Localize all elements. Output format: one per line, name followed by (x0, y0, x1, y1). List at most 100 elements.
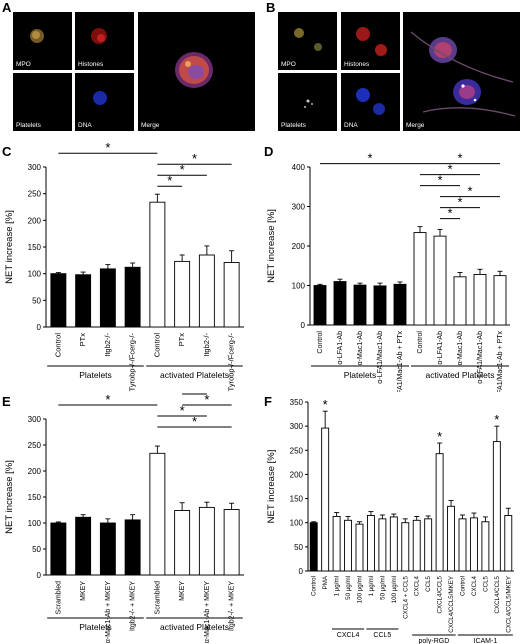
significance-star: * (457, 151, 462, 166)
bar (309, 522, 318, 572)
bar (433, 235, 447, 326)
group-label: CXCL4 (337, 632, 360, 639)
category-label: PTx (78, 333, 87, 347)
bar (393, 283, 407, 326)
category-label: α-LFA1-Ab (337, 331, 344, 365)
bar (99, 268, 116, 328)
category-label: α-Mac1-Ab + MKEY (204, 581, 211, 644)
category-label: CXCL4 (414, 575, 421, 596)
micrograph-histones: Histones (75, 12, 134, 70)
group-label: Platelets (79, 622, 112, 632)
bar (124, 266, 141, 328)
significance-star: * (204, 392, 209, 407)
bar (313, 285, 327, 326)
bar (333, 281, 347, 326)
group-label: poly-RGD (419, 638, 450, 644)
significance-star: * (105, 142, 110, 155)
category-label: Scrambled (55, 581, 62, 615)
bar (373, 285, 387, 326)
bar (366, 515, 375, 572)
category-label: Control (152, 333, 161, 358)
panel-label: D (264, 144, 273, 159)
category-label: α-LFA1/Mac1-Ab + PTx (397, 331, 404, 392)
bar (75, 516, 92, 576)
category-label: Itgb2-/- + MKEY (229, 581, 236, 631)
bar (332, 515, 341, 572)
y-tick-label: 150 (28, 493, 42, 502)
bar (424, 518, 433, 572)
category-label: CXCL4 + CCL5 (402, 575, 409, 618)
category-label: 1 µg/ml (334, 576, 341, 596)
panel-label: C (2, 144, 12, 159)
y-tick-label: 250 (28, 441, 42, 450)
y-tick-label: 100 (28, 270, 42, 279)
bar (149, 452, 166, 576)
bar (401, 522, 410, 572)
category-label: Control (417, 331, 424, 354)
bar (389, 516, 398, 572)
caption-platelets: Platelets (16, 122, 41, 129)
bar (412, 519, 421, 572)
category-label: PMA (322, 575, 329, 589)
bar (75, 274, 92, 328)
category-label: 50 µg/ml (379, 576, 386, 600)
y-tick-label: 350 (290, 398, 304, 407)
y-tick-label: 200 (28, 467, 42, 476)
bar (174, 260, 191, 328)
panel-a: A MPO Histones Platelets DNA Merge (0, 0, 255, 140)
category-label: CXCL4/CCL5 (494, 575, 501, 613)
significance-star: * (167, 173, 172, 188)
y-axis-label: NET increase [%] (266, 209, 277, 283)
y-tick-label: 300 (290, 422, 304, 431)
category-label: MKEY (80, 581, 87, 601)
caption-platelets: Platelets (281, 122, 306, 129)
micrograph-merge: Merge (403, 12, 520, 131)
bar (447, 505, 456, 572)
category-label: α-Mac1-Ab (357, 331, 364, 365)
category-label: Control (53, 333, 62, 358)
category-label: 100 µg/ml (357, 576, 364, 603)
caption-histones: Histones (78, 61, 104, 68)
category-label: CXCL4/CCL5 (437, 575, 444, 613)
category-label: PTx (177, 333, 186, 347)
category-label: CXCL4 (471, 575, 478, 596)
y-tick-label: 0 (37, 571, 42, 580)
category-label: 100 µg/ml (391, 576, 398, 603)
chart-panel-d: D 0 100 200 300 400 NET increase [%] Control α-L… (264, 144, 510, 392)
bar (198, 506, 215, 576)
bar (223, 262, 240, 328)
micrograph-dna: DNA (75, 73, 134, 131)
y-tick-label: 200 (28, 216, 42, 225)
category-label: α-LFA1/Mac1-Ab (477, 331, 484, 384)
bar (99, 522, 116, 576)
bar (469, 517, 478, 572)
group-label: CCL5 (373, 632, 391, 639)
chart-panel-f: F 0 50 100 150 200 250 300 350 NET increase [%] Co… (264, 394, 514, 644)
y-tick-label: 150 (290, 495, 304, 504)
bar (378, 518, 387, 572)
y-tick-label: 50 (294, 543, 303, 552)
y-tick-label: 250 (290, 446, 304, 455)
bar (223, 509, 240, 576)
category-label: MKEY (179, 581, 186, 601)
significance-star: * (447, 162, 452, 177)
bar (458, 518, 467, 572)
category-label: CXCL4/CCL5/MKEY (448, 576, 455, 633)
significance-star: * (367, 151, 372, 166)
y-tick-label: 0 (301, 321, 306, 330)
significance-star: * (494, 412, 499, 427)
bar (124, 519, 141, 576)
panel-label-a: A (2, 0, 12, 15)
micrograph-platelets: Platelets (278, 73, 337, 131)
group-label: Platelets (344, 370, 377, 380)
micrograph-merge: Merge (138, 12, 255, 131)
category-label: α-LFA1/Mac1-Ab + PTx (497, 331, 504, 392)
y-tick-label: 300 (28, 415, 42, 424)
bar (493, 275, 507, 326)
significance-star: * (457, 195, 462, 210)
category-label: Scrambled (154, 581, 161, 615)
significance-star: * (323, 397, 328, 412)
y-tick-label: 400 (292, 163, 306, 172)
y-axis-label: NET increase [%] (4, 460, 15, 534)
panel-label: E (2, 394, 11, 409)
